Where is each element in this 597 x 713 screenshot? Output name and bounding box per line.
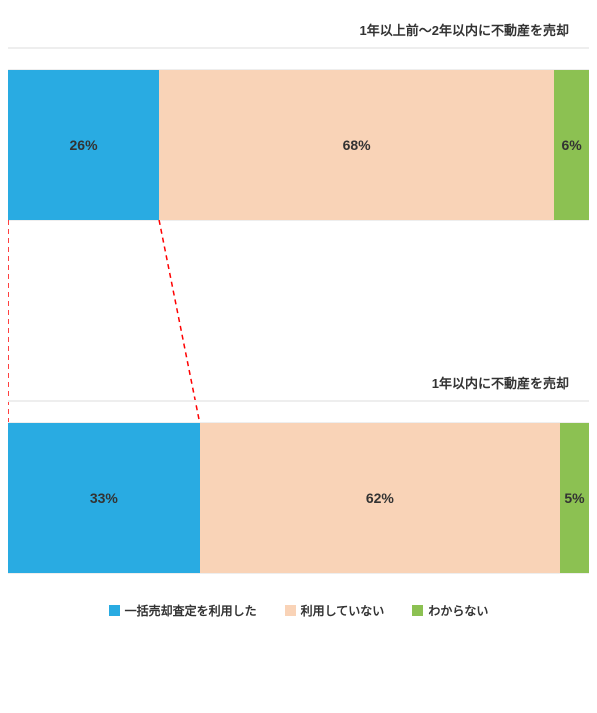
legend-label: わからない — [428, 602, 488, 619]
bar-row-1: 33%62%5% — [8, 423, 589, 573]
legend-swatch — [412, 605, 423, 616]
legend: 一括売却査定を利用した 利用していない わからない — [8, 574, 589, 629]
section-title-0: 1年以上前～2年以内に不動産を売却 — [8, 8, 589, 47]
section-title-1: 1年以内に不動産を売却 — [8, 361, 589, 400]
legend-swatch — [109, 605, 120, 616]
spacer — [8, 48, 589, 70]
bar-segment: 26% — [8, 70, 159, 220]
rule — [8, 573, 589, 574]
bar-segment: 68% — [159, 70, 554, 220]
comparison-chart: 1年以上前～2年以内に不動産を売却 26%68%6% 1年以内に不動産を売却 3… — [0, 0, 597, 637]
legend-item: わからない — [412, 602, 488, 619]
bar-segment: 33% — [8, 423, 200, 573]
spacer — [8, 401, 589, 423]
legend-label: 一括売却査定を利用した — [125, 602, 257, 619]
connector-gap — [8, 221, 589, 361]
legend-item: 利用していない — [285, 602, 385, 619]
bar-segment: 6% — [554, 70, 589, 220]
legend-item: 一括売却査定を利用した — [109, 602, 257, 619]
section-0: 1年以上前～2年以内に不動産を売却 26%68%6% — [8, 8, 589, 221]
bar-row-0: 26%68%6% — [8, 70, 589, 220]
section-1: 1年以内に不動産を売却 33%62%5% — [8, 361, 589, 574]
legend-swatch — [285, 605, 296, 616]
bar-segment: 62% — [200, 423, 560, 573]
bar-segment: 5% — [560, 423, 589, 573]
legend-label: 利用していない — [301, 602, 385, 619]
